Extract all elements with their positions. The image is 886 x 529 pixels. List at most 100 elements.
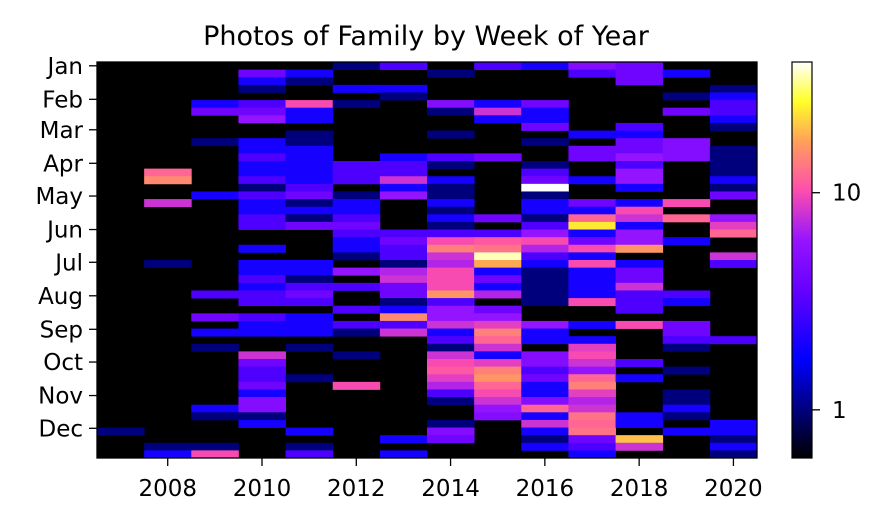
x-tick-label: 2018 [610, 476, 669, 502]
heatmap-cell [521, 359, 569, 368]
heatmap-cell [427, 229, 475, 238]
colorbar-tick-label: 10 [832, 181, 861, 207]
heatmap-cell [332, 199, 381, 208]
heatmap-cell [285, 374, 334, 383]
heatmap-cell [615, 282, 664, 291]
heatmap-cell [238, 77, 286, 86]
heatmap-cell [615, 176, 664, 185]
heatmap-cell [615, 122, 664, 131]
heatmap-cell [474, 404, 522, 413]
y-tick-label: Mar [40, 118, 84, 144]
heatmap-cell [521, 62, 569, 71]
heatmap-cell [332, 267, 381, 276]
heatmap-cell [238, 221, 286, 230]
heatmap-cell [474, 374, 522, 383]
heatmap-cell [521, 351, 569, 360]
heatmap-cell [474, 397, 522, 406]
heatmap-cell [427, 419, 475, 428]
y-tick-label: Oct [43, 350, 83, 376]
heatmap-cell [238, 320, 286, 329]
heatmap-cell [521, 290, 569, 299]
heatmap-cell [615, 359, 664, 368]
heatmap-cell [238, 351, 286, 360]
heatmap-cell [615, 290, 664, 299]
heatmap-cell [427, 298, 475, 307]
heatmap-cell [474, 305, 522, 314]
heatmap-cell [521, 419, 569, 428]
heatmap-cell [379, 229, 428, 238]
heatmap-cell [521, 206, 569, 215]
heatmap-cell [662, 389, 711, 398]
heatmap-cell [568, 450, 616, 459]
heatmap-cell [521, 404, 569, 413]
heatmap-cell [285, 115, 334, 124]
heatmap-cell [474, 320, 522, 329]
heatmap-cell [379, 267, 428, 276]
heatmap-cell [285, 442, 334, 451]
heatmap-cell [521, 282, 569, 291]
heatmap-cell [285, 275, 334, 284]
heatmap-cell [615, 260, 664, 269]
heatmap-cell [615, 77, 664, 86]
heatmap-cell [662, 290, 711, 299]
heatmap-cell [709, 122, 758, 131]
heatmap-cell [427, 374, 475, 383]
heatmap-cell [427, 343, 475, 352]
heatmap-cell [568, 442, 616, 451]
x-tick-label: 2016 [516, 476, 575, 502]
heatmap-cell [427, 320, 475, 329]
heatmap-cell [662, 427, 711, 436]
heatmap-cell [144, 450, 192, 459]
heatmap-cell [474, 244, 522, 253]
heatmap-cell [427, 100, 475, 109]
heatmap-cell [379, 252, 428, 261]
heatmap-cell [238, 145, 286, 154]
heatmap-cell [662, 343, 711, 352]
heatmap-cell [521, 107, 569, 116]
heatmap-cell [709, 153, 758, 162]
heatmap-cell [474, 229, 522, 238]
heatmap-cell [474, 275, 522, 284]
heatmap-cell [285, 153, 334, 162]
heatmap-cell [521, 244, 569, 253]
heatmap-cell [521, 412, 569, 421]
y-tick-label: Apr [43, 151, 83, 177]
heatmap-cell [332, 100, 381, 109]
heatmap-cell [662, 107, 711, 116]
heatmap-cell [474, 366, 522, 375]
heatmap-cell [191, 290, 239, 299]
heatmap-cell [285, 450, 334, 459]
heatmap-cell [285, 100, 334, 109]
heatmap-cell [709, 183, 758, 192]
heatmap-cell [332, 176, 381, 185]
heatmap-cell [568, 260, 616, 269]
heatmap-cell [709, 252, 758, 261]
heatmap-cell [521, 442, 569, 451]
heatmap-cell [709, 221, 758, 230]
heatmap-cell [427, 237, 475, 246]
heatmap-cell [285, 260, 334, 269]
heatmap-cell [474, 351, 522, 360]
heatmap-cell [238, 359, 286, 368]
heatmap-cell [238, 206, 286, 215]
heatmap-cell [568, 336, 616, 345]
heatmap-cell [709, 435, 758, 444]
y-tick-label: May [35, 184, 83, 210]
heatmap-cell [709, 427, 758, 436]
heatmap-cell [332, 84, 381, 93]
heatmap-cell [379, 62, 428, 71]
heatmap-cell [474, 107, 522, 116]
heatmap-cell [285, 77, 334, 86]
heatmap-cell [427, 191, 475, 200]
heatmap-cell [427, 199, 475, 208]
heatmap-cell [191, 450, 239, 459]
heatmap-cell [615, 237, 664, 246]
heatmap-cell [427, 214, 475, 223]
heatmap-cell [521, 100, 569, 109]
heatmap-cell [709, 100, 758, 109]
heatmap-cell [285, 191, 334, 200]
heatmap-cell [238, 381, 286, 390]
heatmap-cell [427, 351, 475, 360]
heatmap-cell [709, 336, 758, 345]
